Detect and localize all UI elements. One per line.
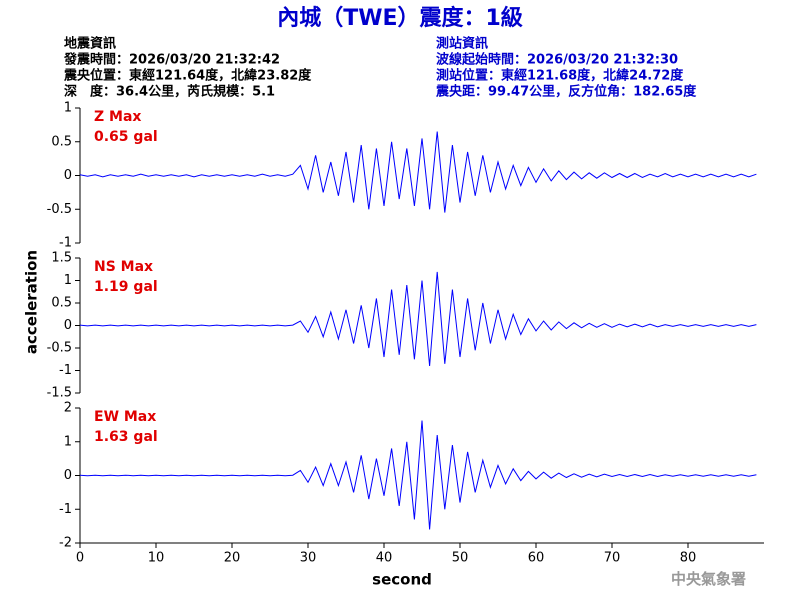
y-tick-label: -1 — [59, 363, 72, 378]
x-tick-label: 50 — [452, 551, 469, 566]
info-line: 地震資訊 — [64, 36, 116, 52]
info-line: 波線起始時間：2026/03/20 21:32:30 — [436, 52, 678, 68]
x-tick-label: 20 — [224, 551, 241, 566]
x-tick-label: 30 — [300, 551, 317, 566]
y-tick-label: -2 — [59, 536, 72, 551]
annotation: NS Max — [94, 259, 153, 275]
x-axis-label: second — [372, 571, 432, 589]
annotation: EW Max — [94, 409, 156, 425]
y-tick-label: 1 — [64, 273, 72, 288]
annotation: Z Max — [94, 109, 141, 125]
annotation: 1.19 gal — [94, 279, 158, 295]
y-tick-label: -1 — [59, 502, 72, 517]
annotation: 1.63 gal — [94, 429, 158, 445]
y-tick-label: 0 — [64, 468, 72, 483]
annotation: 0.65 gal — [94, 129, 158, 145]
y-tick-label: 0 — [64, 318, 72, 333]
y-tick-label: 0 — [64, 168, 72, 183]
y-tick-label: 1 — [64, 101, 72, 116]
waveform — [79, 420, 757, 530]
y-axis-label: acceleration — [23, 250, 41, 354]
info-line: 發震時間：2026/03/20 21:32:42 — [63, 52, 280, 68]
chart-title: 內城（TWE）震度：1級 — [277, 5, 523, 31]
y-tick-label: 0.5 — [51, 296, 72, 311]
y-tick-label: 2 — [64, 401, 72, 416]
x-tick-label: 60 — [528, 551, 545, 566]
waveform — [79, 271, 757, 367]
y-tick-label: 1.5 — [51, 251, 72, 266]
waveform — [79, 131, 757, 213]
x-tick-label: 0 — [76, 551, 84, 566]
info-line: 深 度：36.4公里，芮氏規模：5.1 — [64, 84, 275, 100]
y-tick-label: -1 — [59, 236, 72, 251]
y-tick-label: 1 — [64, 434, 72, 449]
x-tick-label: 70 — [604, 551, 621, 566]
x-tick-label: 10 — [148, 551, 165, 566]
info-line: 測站資訊 — [436, 36, 488, 52]
footer: 中央氣象署 — [671, 570, 746, 588]
y-tick-label: -1.5 — [47, 386, 72, 401]
info-line: 震央距：99.47公里，反方位角：182.65度 — [435, 84, 697, 100]
x-tick-label: 80 — [680, 551, 697, 566]
y-tick-label: -0.5 — [47, 341, 72, 356]
info-line: 測站位置：東經121.68度，北緯24.72度 — [436, 68, 684, 84]
y-tick-label: 0.5 — [51, 134, 72, 149]
x-tick-label: 40 — [376, 551, 393, 566]
info-line: 震央位置：東經121.64度，北緯23.82度 — [63, 68, 312, 84]
y-tick-label: -0.5 — [47, 202, 72, 217]
